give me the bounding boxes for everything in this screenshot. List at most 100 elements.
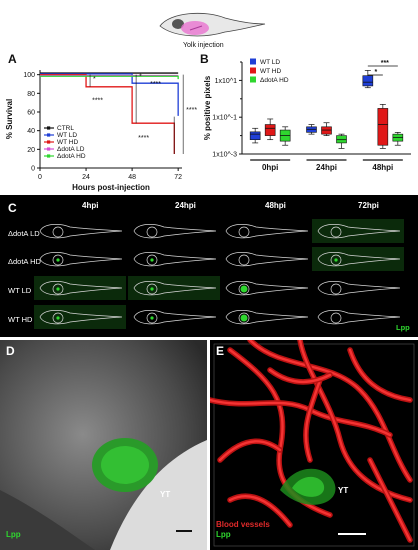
zebrafish-illustration [150,4,270,44]
sig-marker: * [139,73,142,80]
survival-line [40,73,179,116]
panel-d-image: D YT Lpp [0,340,207,550]
sig-marker: **** [186,107,197,114]
panel-c-letter: C [8,201,17,215]
larva-image-cell [128,219,220,243]
panel-c-grid: C 4hpi 24hpi 48hpi 72hpi ΔdotA LD ΔdotA … [0,195,418,337]
larva-image-cell [34,247,126,271]
sig-marker: *** [381,60,389,67]
panel-d-letter: D [6,344,15,358]
larva-image-cell [34,276,126,300]
blood-vessel-highlight [298,340,412,502]
box [362,75,374,87]
y-tick-label: 100 [23,72,35,79]
box [321,126,332,135]
larva-image-cell [34,305,126,329]
legend-label: CTRL [57,125,74,132]
legend-label: WT LD [57,132,77,139]
y-axis-title: % positive pixels [203,75,212,140]
x-tick-label: 48 [128,174,136,181]
y-tick-label: 0 [31,166,35,173]
panel-a-chart: 0 20 40 60 80 100 0 24 48 72 Hours post-injection%… [5,70,197,192]
x-tick-label: 24 [82,174,90,181]
col-header: 48hpi [265,201,286,210]
box [264,124,276,136]
y-tick-label: 60 [27,110,35,117]
sig-marker: **** [138,135,149,142]
category-label: 24hpi [316,163,337,172]
sig-marker: **** [150,81,161,88]
panel-b-chart: 1x10^-3 1x10^-1 1x10^1% positive pixels 0hp… [203,58,411,172]
blood-vessel-highlight [248,340,412,482]
yt-label: YT [160,490,171,499]
legend-label: ΔdotA HD [57,153,86,160]
col-header: 24hpi [175,201,196,210]
blood-vessel-highlight [304,378,322,462]
panel-b-letter: B [200,52,209,66]
legend-label: ΔdotA HD [260,77,289,84]
panel-e-letter: E [216,344,225,358]
legend-marker [47,154,51,158]
sig-marker: **** [92,98,103,105]
row-label: WT HD [8,315,33,324]
col-header: 4hpi [82,201,99,210]
y-tick-label: 80 [27,91,35,98]
col-header: 72hpi [358,201,379,210]
blood-vessel-highlight [268,368,332,384]
legend-label: WT HD [57,139,78,146]
sig-marker: * [374,69,377,76]
legend-label: ΔdotA LD [57,146,85,153]
blood-vessel-highlight [218,440,282,462]
row-label: WT LD [8,286,32,295]
lpp-cluster-core [292,476,325,497]
lpp-stain-label: Lpp [396,323,410,332]
larva-image-cell [220,247,312,271]
box [377,108,389,146]
y-tick-label: 40 [27,128,35,135]
blood-vessels-label: Blood vessels [216,520,270,529]
larva-image-cell [312,305,404,329]
legend-marker [47,133,51,137]
larva-image-cell [128,247,220,271]
box [336,135,347,144]
y-tick-label: 1x10^-3 [212,152,237,159]
x-axis-title: Hours post-injection [72,183,150,192]
scale-bar [176,530,192,532]
yt-label: YT [338,486,349,495]
panel-a-letter: A [8,52,17,66]
legend-label: WT HD [260,68,281,75]
legend-marker [47,126,51,130]
legend-swatch [250,67,256,74]
row-label: ΔdotA HD [8,257,41,266]
y-tick-label: 1x10^-1 [212,115,237,122]
legend-marker [47,140,51,144]
larva-image-cell [312,219,404,243]
y-axis-title: % Survival [5,99,14,139]
x-tick-label: 72 [174,174,182,181]
larva-image-cell [220,305,312,329]
larva-image-cell [128,276,220,300]
blood-vessel-highlight [368,458,412,542]
blood-vessel-highlight [348,348,412,402]
lpp-stain-label: Lpp [6,530,21,539]
larva-image-cell [312,276,404,300]
lpp-stain-label: Lpp [216,530,231,539]
row-label: ΔdotA LD [8,229,40,238]
larva-image-cell [220,276,312,300]
header-caption: Yolk injection [183,42,224,49]
legend-swatch [250,58,256,65]
scale-bar [338,533,366,535]
y-tick-label: 1x10^1 [215,78,237,85]
category-label: 48hpi [372,163,393,172]
legend-marker [47,147,51,151]
larva-image-cell [128,305,220,329]
survival-line [40,75,179,80]
panel-e-image: E YT Blood vessels Lpp [210,340,418,550]
larva-image-cell [34,219,126,243]
y-tick-label: 20 [27,147,35,154]
box [249,131,261,140]
blood-vessel-highlight [228,495,292,527]
sig-marker: * [93,76,96,83]
legend-swatch [250,76,256,83]
legend-label: WT LD [260,59,280,66]
